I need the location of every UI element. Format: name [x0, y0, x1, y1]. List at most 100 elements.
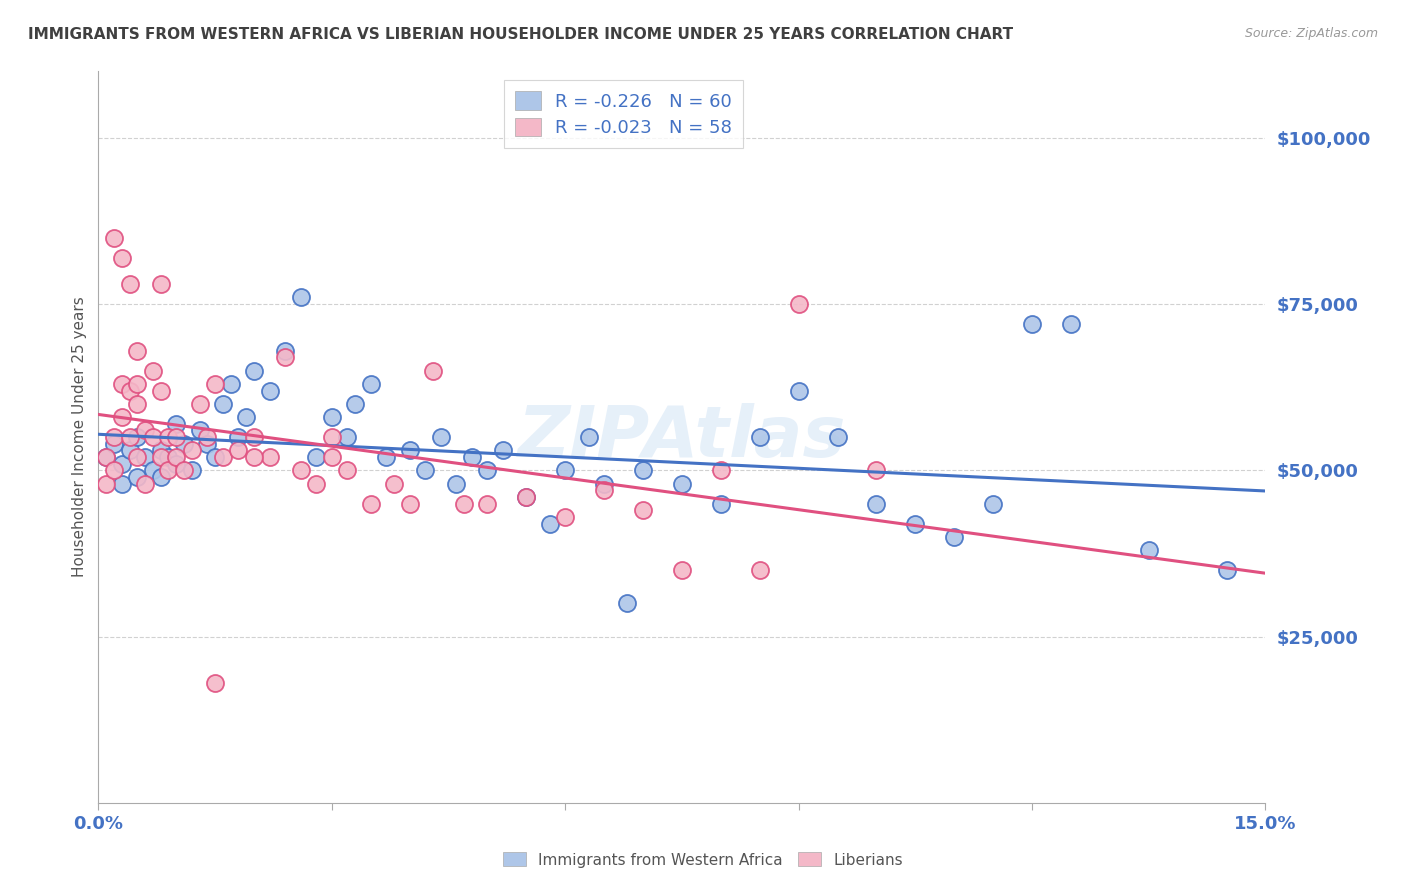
Point — [165, 430, 187, 444]
Point — [446, 476, 468, 491]
Point — [336, 430, 359, 444]
Point — [127, 343, 149, 358]
Point — [305, 450, 328, 464]
Point — [173, 463, 195, 477]
Point — [631, 503, 654, 517]
Point — [142, 363, 165, 377]
Point — [593, 476, 616, 491]
Point — [118, 384, 141, 398]
Point — [710, 463, 733, 477]
Point — [321, 450, 343, 464]
Point — [235, 410, 257, 425]
Point — [127, 397, 149, 411]
Point — [118, 430, 141, 444]
Point — [165, 417, 187, 431]
Point — [360, 376, 382, 391]
Point — [398, 443, 420, 458]
Point — [204, 450, 226, 464]
Point — [180, 463, 202, 477]
Point — [865, 463, 887, 477]
Point — [103, 230, 125, 244]
Point — [195, 436, 218, 450]
Point — [243, 450, 266, 464]
Point — [149, 384, 172, 398]
Point — [865, 497, 887, 511]
Point — [149, 450, 172, 464]
Point — [228, 443, 250, 458]
Point — [461, 450, 484, 464]
Point — [827, 430, 849, 444]
Point — [188, 397, 211, 411]
Point — [134, 424, 156, 438]
Point — [103, 463, 125, 477]
Point — [157, 450, 180, 464]
Point — [578, 430, 600, 444]
Point — [321, 430, 343, 444]
Point — [96, 450, 118, 464]
Text: ZIPAtlas: ZIPAtlas — [517, 402, 846, 472]
Point — [243, 363, 266, 377]
Point — [111, 476, 134, 491]
Point — [134, 476, 156, 491]
Point — [127, 430, 149, 444]
Point — [149, 443, 172, 458]
Point — [616, 596, 638, 610]
Point — [103, 430, 125, 444]
Point — [593, 483, 616, 498]
Point — [1021, 317, 1043, 331]
Point — [127, 376, 149, 391]
Point — [305, 476, 328, 491]
Point — [204, 676, 226, 690]
Point — [336, 463, 359, 477]
Point — [259, 384, 281, 398]
Point — [118, 443, 141, 458]
Point — [429, 430, 451, 444]
Point — [290, 463, 312, 477]
Point — [492, 443, 515, 458]
Point — [173, 436, 195, 450]
Point — [453, 497, 475, 511]
Point — [515, 490, 537, 504]
Point — [127, 450, 149, 464]
Point — [180, 443, 202, 458]
Point — [1137, 543, 1160, 558]
Point — [103, 436, 125, 450]
Point — [515, 490, 537, 504]
Point — [1215, 563, 1237, 577]
Point — [165, 450, 187, 464]
Point — [671, 563, 693, 577]
Point — [142, 430, 165, 444]
Text: IMMIGRANTS FROM WESTERN AFRICA VS LIBERIAN HOUSEHOLDER INCOME UNDER 25 YEARS COR: IMMIGRANTS FROM WESTERN AFRICA VS LIBERI… — [28, 27, 1014, 42]
Point — [149, 277, 172, 292]
Point — [554, 463, 576, 477]
Legend: R = -0.226   N = 60, R = -0.023   N = 58: R = -0.226 N = 60, R = -0.023 N = 58 — [505, 80, 742, 148]
Point — [274, 343, 297, 358]
Point — [290, 290, 312, 304]
Point — [111, 376, 134, 391]
Point — [96, 476, 118, 491]
Point — [382, 476, 405, 491]
Point — [413, 463, 436, 477]
Point — [787, 384, 810, 398]
Point — [422, 363, 444, 377]
Point — [904, 516, 927, 531]
Point — [321, 410, 343, 425]
Point — [157, 463, 180, 477]
Point — [710, 497, 733, 511]
Point — [111, 251, 134, 265]
Legend: Immigrants from Western Africa, Liberians: Immigrants from Western Africa, Liberian… — [496, 847, 910, 873]
Point — [219, 376, 242, 391]
Point — [477, 497, 499, 511]
Point — [204, 376, 226, 391]
Text: Source: ZipAtlas.com: Source: ZipAtlas.com — [1244, 27, 1378, 40]
Point — [943, 530, 966, 544]
Point — [787, 297, 810, 311]
Point — [344, 397, 367, 411]
Point — [111, 410, 134, 425]
Point — [671, 476, 693, 491]
Point — [134, 450, 156, 464]
Point — [1060, 317, 1083, 331]
Point — [477, 463, 499, 477]
Point — [212, 450, 235, 464]
Point — [96, 450, 118, 464]
